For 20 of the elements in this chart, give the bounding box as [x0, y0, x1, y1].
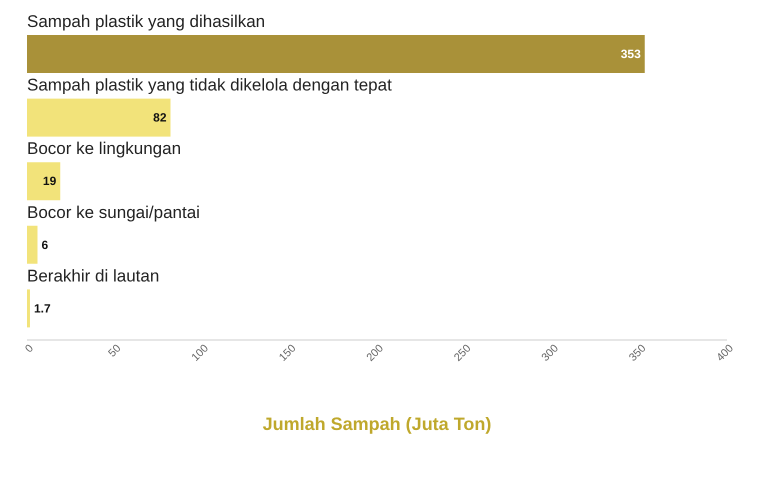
y-tick-label: Berakhir di lautan: [27, 266, 160, 286]
x-axis-title: Jumlah Sampah (Juta Ton): [262, 414, 492, 434]
x-tick-label: 400: [714, 342, 736, 364]
x-tick-label: 300: [539, 342, 561, 364]
y-tick-label: Sampah plastik yang dihasilkan: [27, 12, 266, 31]
x-tick-label: 0: [23, 342, 36, 356]
x-tick-label: 350: [626, 342, 648, 364]
x-tick-label: 250: [452, 342, 474, 364]
x-tick-label: 150: [276, 342, 298, 364]
y-tick-label: Bocor ke lingkungan: [27, 139, 182, 158]
data-label: 1.7: [34, 301, 51, 316]
data-label: 82: [153, 110, 167, 125]
y-tick-label: Sampah plastik yang tidak dikelola dengan tepat: [27, 76, 392, 95]
data-label: 19: [42, 174, 57, 188]
data-label: 6: [42, 238, 48, 252]
x-tick-label: 200: [364, 342, 386, 364]
x-tick-label: 100: [189, 342, 211, 364]
x-tick-label: 50: [106, 342, 124, 360]
y-tick-label: Bocor ke sungai/pantai: [27, 202, 200, 222]
data-label: 353: [620, 47, 642, 61]
